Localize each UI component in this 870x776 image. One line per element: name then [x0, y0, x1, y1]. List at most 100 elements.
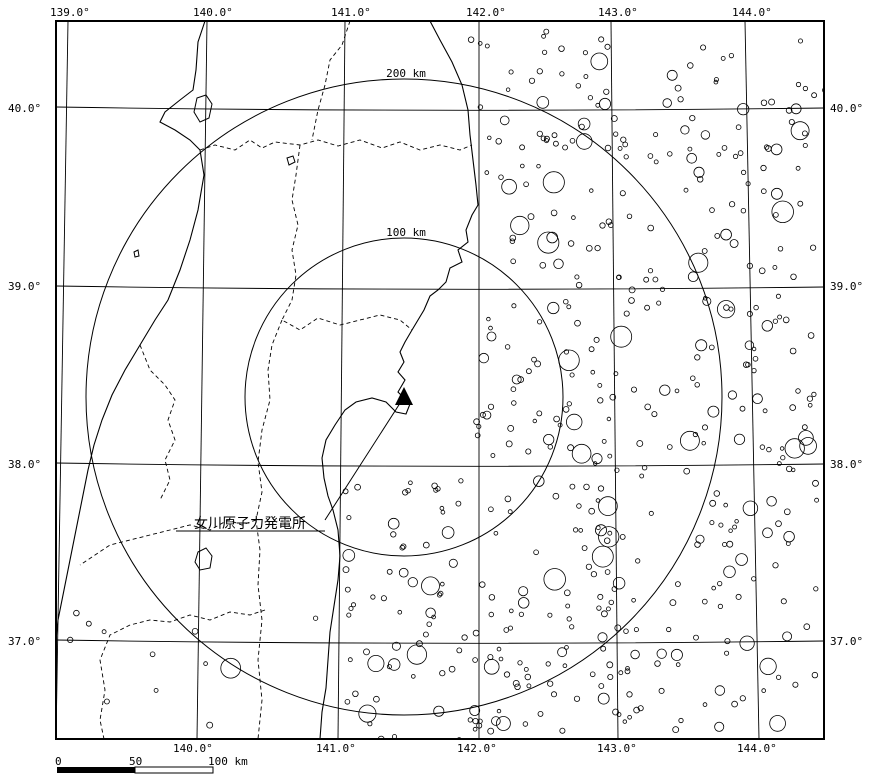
epicenter-circle: [350, 602, 356, 608]
epicenter-circle: [536, 319, 543, 325]
epicenter-circle: [643, 276, 650, 283]
epicenter-circle: [802, 142, 808, 148]
epicenter-circle: [760, 99, 768, 106]
epicenter-circle: [571, 443, 592, 464]
lat-left-39: 39.0°: [8, 280, 41, 293]
epicenter-circle: [593, 461, 598, 466]
epicenter-circle: [644, 403, 651, 411]
epicenter-circle: [518, 611, 525, 617]
epicenter-circle: [734, 519, 739, 524]
epicenter-markers: [67, 28, 824, 739]
epicenter-circle: [539, 261, 547, 269]
epicenter-circle: [518, 586, 529, 597]
epicenter-circle: [358, 704, 377, 723]
epicenter-circle: [575, 281, 583, 289]
epicenter-circle: [761, 320, 774, 332]
epicenter-circle: [628, 297, 635, 304]
epicenter-circle: [536, 130, 543, 137]
epicenter-circle: [597, 397, 604, 404]
lon-bottom-140: 140.0°: [173, 742, 213, 755]
epicenter-circle: [746, 310, 753, 317]
epicenter-circle: [604, 569, 611, 575]
epicenter-circle: [709, 207, 715, 213]
epicenter-circle: [503, 671, 511, 678]
epicenter-circle: [567, 444, 574, 452]
epicenter-circle: [495, 138, 502, 145]
epicenter-circle: [493, 530, 499, 536]
epicenter-circle: [618, 670, 624, 676]
epicenter-circle: [220, 657, 242, 679]
epicenter-circle: [511, 400, 517, 406]
epicenter-circle: [473, 418, 480, 426]
epicenter-circle: [604, 144, 612, 152]
epicenter-circle: [790, 103, 802, 115]
epicenter-circle: [566, 304, 572, 310]
epicenter-circle: [563, 299, 569, 305]
epicenter-circle: [647, 224, 654, 232]
epicenter-circle: [785, 107, 793, 114]
epicenter-circle: [491, 716, 501, 726]
epicenter-circle: [588, 346, 595, 353]
epicenter-circle: [508, 608, 514, 614]
epicenter-circle: [620, 136, 627, 143]
epicenter-circle: [510, 386, 517, 393]
epicenter-circle: [595, 498, 601, 503]
epicenter-circle: [488, 594, 496, 601]
epicenter-circle: [534, 360, 541, 368]
epicenter-circle: [553, 258, 564, 270]
epicenter-circle: [607, 453, 613, 459]
epicenter-circle: [482, 410, 492, 420]
epicenter-circle: [512, 680, 520, 687]
epicenter-circle: [373, 695, 380, 703]
epicenter-circle: [426, 621, 432, 627]
lon-bottom-144: 144.0°: [737, 742, 777, 755]
parallel-40: [56, 106, 824, 111]
lat-left-40: 40.0°: [8, 102, 41, 115]
epicenter-circle: [522, 721, 529, 727]
epicenter-circle: [739, 405, 746, 412]
epicenter-circle: [775, 674, 782, 680]
epicenter-circle: [658, 687, 665, 694]
epicenter-circle: [573, 695, 581, 702]
epicenter-circle: [761, 688, 766, 693]
epicenter-circle: [636, 440, 644, 447]
epicenter-circle: [504, 344, 511, 350]
epicenter-circle: [635, 558, 641, 564]
epicenter-circle: [517, 376, 524, 383]
epicenter-circle: [569, 372, 575, 378]
epicenter-circle: [702, 702, 708, 707]
epicenter-circle: [801, 424, 808, 431]
epicenter-circle: [582, 50, 588, 56]
map-frame: [55, 20, 825, 740]
epicenter-circle: [566, 401, 572, 407]
epicenter-circle: [476, 423, 482, 429]
epicenter-circle: [543, 568, 566, 591]
epicenter-circle: [717, 603, 724, 610]
epicenter-circle: [104, 698, 110, 705]
epicenter-circle: [73, 609, 80, 617]
epicenter-circle: [701, 441, 706, 446]
epicenter-circle: [652, 276, 659, 283]
epicenter-circle: [576, 503, 582, 509]
epicenter-circle: [342, 566, 350, 573]
epicenter-circle: [576, 133, 593, 150]
epicenter-circle: [694, 382, 700, 388]
epicenter-circle: [662, 98, 672, 108]
epicenter-circle: [651, 411, 658, 418]
epicenter-circle: [713, 490, 720, 497]
range-ring-100km: [244, 237, 564, 557]
lon-top-144: 144.0°: [732, 6, 772, 19]
epicenter-circle: [526, 683, 532, 689]
epicenter-circle: [721, 145, 728, 151]
epicenter-circle: [713, 79, 719, 85]
epicenter-circle: [547, 301, 560, 315]
epicenter-circle: [496, 708, 502, 714]
epicenter-circle: [477, 718, 483, 724]
epicenter-circle: [564, 645, 569, 650]
lon-top-142: 142.0°: [466, 6, 506, 19]
epicenter-circle: [387, 517, 400, 530]
epicenter-circle: [776, 461, 782, 467]
epicenter-circle: [688, 252, 709, 273]
lon-bottom-142: 142.0°: [457, 742, 497, 755]
epicenter-circle: [763, 144, 770, 150]
